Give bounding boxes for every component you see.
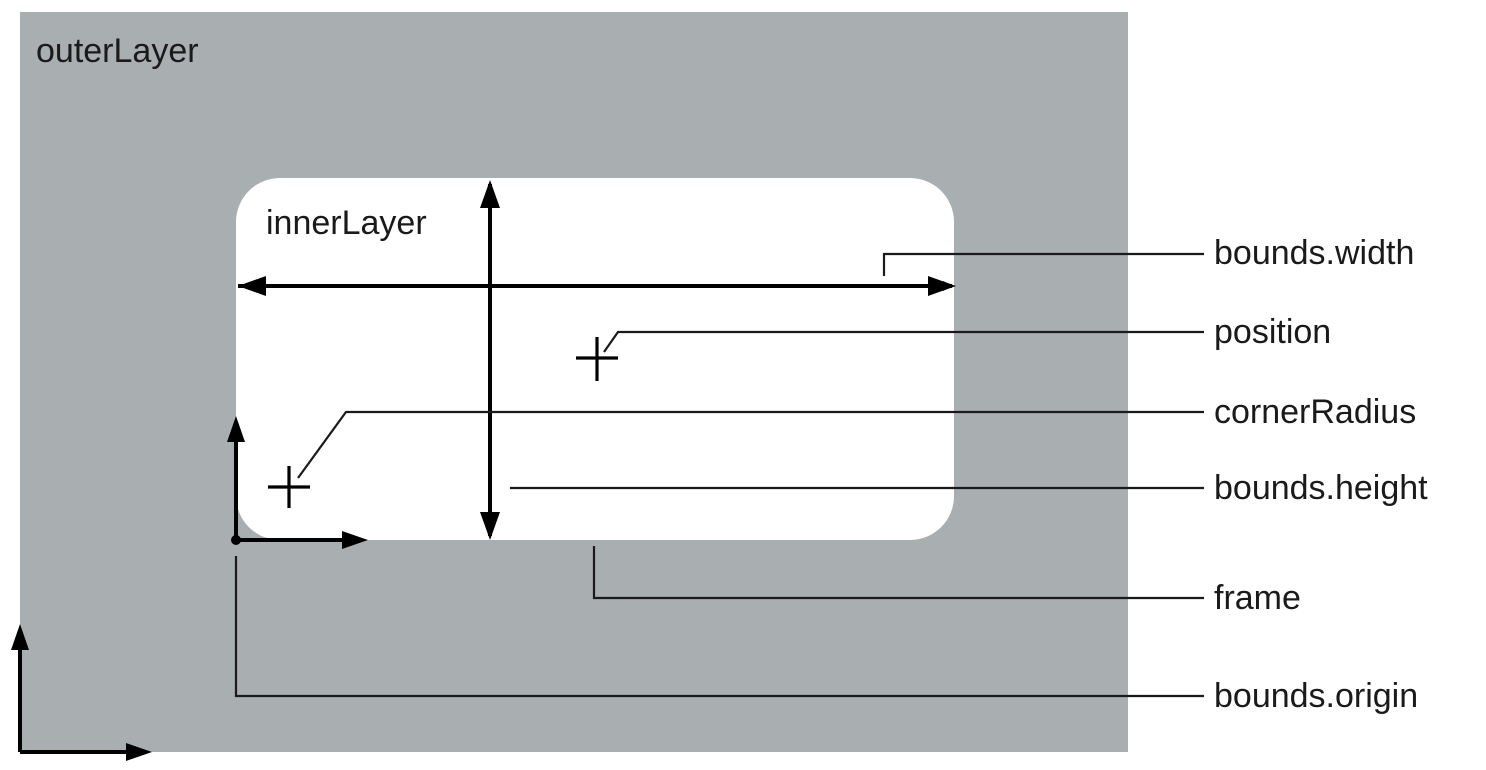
bounds-width-leader [882, 252, 1204, 276]
inner-layer-label: innerLayer [266, 204, 427, 242]
inner-coordinate-axes-icon [227, 416, 368, 549]
bounds-width-arrowhead-left [238, 276, 266, 296]
bounds-height-arrowhead-bottom [480, 512, 500, 540]
bounds-height-arrowhead-top [480, 180, 500, 208]
outer-coordinate-axes-icon [11, 624, 152, 761]
position-marker-icon [576, 337, 618, 381]
bounds-width-label: bounds.width [1214, 234, 1414, 272]
outer-layer-label: outerLayer [36, 32, 199, 70]
frame-leader [592, 546, 1204, 600]
corner-radius-marker-icon [268, 466, 310, 508]
bounds-origin-leader [234, 556, 1204, 698]
bounds-width-arrowhead-right [928, 276, 956, 296]
frame-label: frame [1214, 579, 1301, 617]
bounds-origin-label: bounds.origin [1214, 677, 1418, 715]
bounds-height-label: bounds.height [1214, 469, 1428, 507]
corner-radius-leader [297, 410, 1204, 479]
position-leader [603, 330, 1204, 353]
position-label: position [1214, 313, 1331, 351]
corner-radius-label: cornerRadius [1214, 393, 1416, 431]
